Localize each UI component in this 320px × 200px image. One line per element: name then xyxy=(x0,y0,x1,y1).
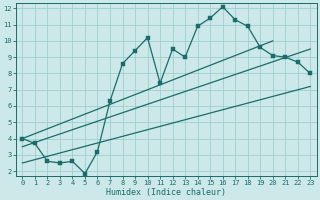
X-axis label: Humidex (Indice chaleur): Humidex (Indice chaleur) xyxy=(106,188,226,197)
